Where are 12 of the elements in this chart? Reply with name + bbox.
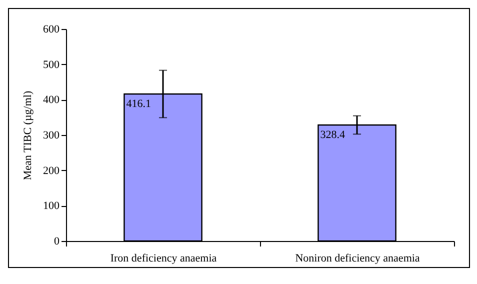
y-tick-label: 600 [43,24,60,36]
y-tick-label: 500 [43,58,60,71]
y-tick-label: 0 [54,236,60,248]
y-axis-title: Mean TIBC (µg/ml) [22,90,34,180]
y-tick-label: 300 [43,130,60,142]
y-tick-label: 100 [43,200,60,212]
data-label: 328.4 [320,128,346,141]
y-tick-label: 200 [43,164,60,177]
y-tick-label: 400 [43,94,60,106]
x-tick-label: Noniron deficiency anaemia [295,252,420,264]
data-label: 416.1 [126,98,151,110]
x-tick-label: Iron deficiency anaemia [110,252,217,264]
